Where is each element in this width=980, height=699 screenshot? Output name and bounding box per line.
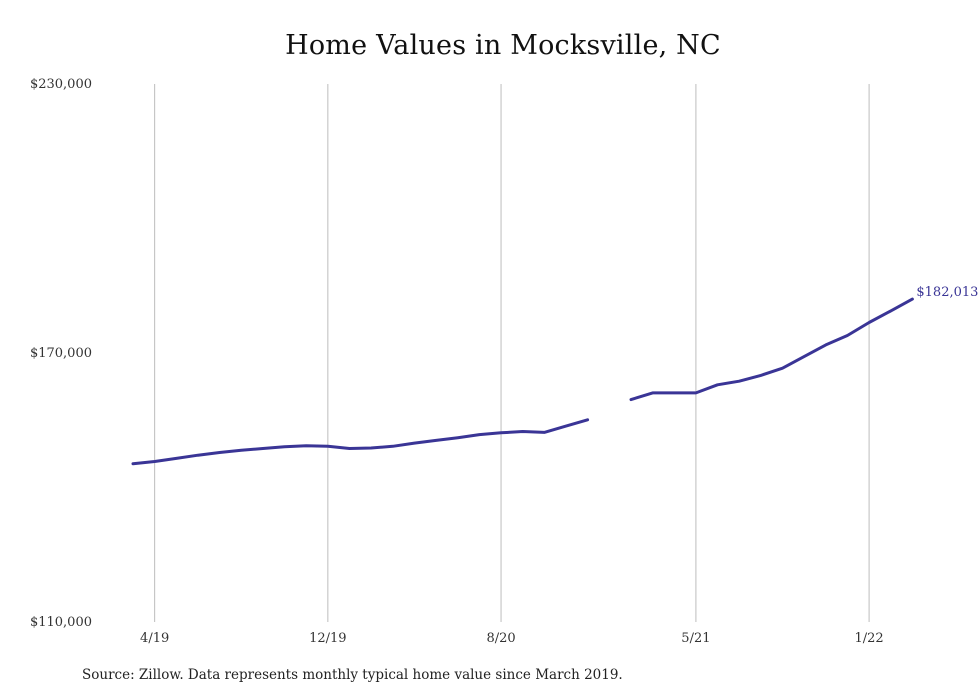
x-tick-label: 12/19 [309,631,346,646]
series-line-segment-0 [131,418,590,466]
y-tick-label: $230,000 [30,77,92,92]
x-tick-label: 1/22 [854,631,883,646]
series-layer [131,297,914,466]
x-tick-label: 5/21 [681,631,710,646]
source-note: Source: Zillow. Data represents monthly … [82,667,623,683]
y-tick-label: $170,000 [30,346,92,361]
x-tick-label: 4/19 [140,631,169,646]
x-axis-tick-labels: 4/19 12/19 8/20 5/21 1/22 [140,631,884,646]
annotation-layer: $182,013 [916,285,978,300]
gridlines [154,84,870,622]
y-tick-label: $110,000 [30,615,92,630]
y-axis-tick-labels: $110,000 $170,000 $230,000 [30,77,92,630]
series-line-segment-1 [629,297,914,402]
x-tick-label: 8/20 [486,631,515,646]
data-label-last-value: $182,013 [916,285,978,300]
chart-title: Home Values in Mocksville, NC [285,30,721,61]
